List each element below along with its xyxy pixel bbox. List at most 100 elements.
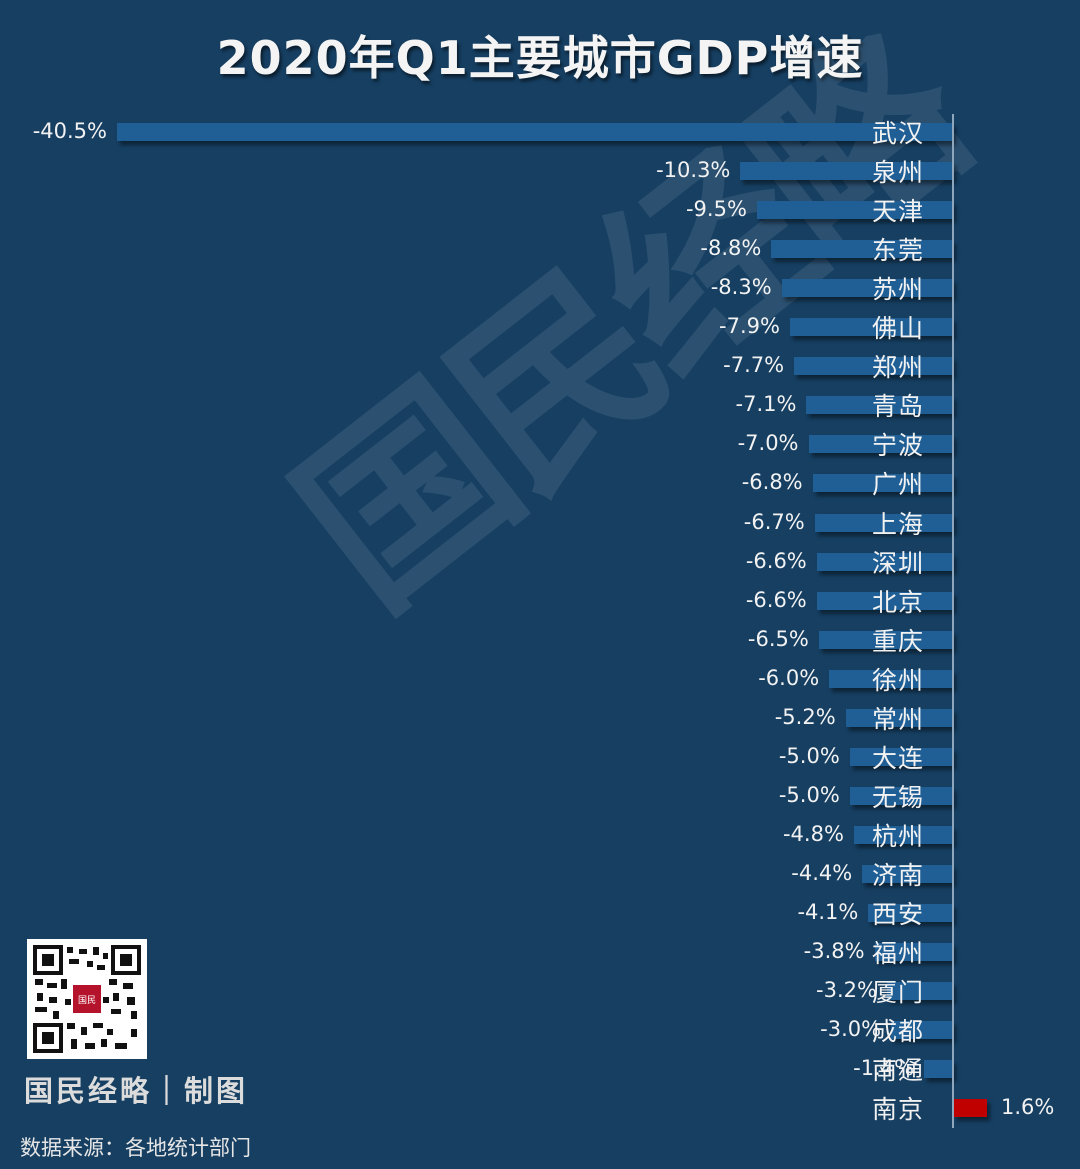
- value-label: -6.0%: [758, 665, 820, 690]
- value-label: -3.0%: [820, 1017, 882, 1042]
- city-label: 宁波: [872, 431, 925, 461]
- city-label: 福州: [872, 939, 925, 969]
- city-label: 常州: [872, 704, 925, 734]
- bar-row: 北京 -6.6%: [0, 581, 1080, 620]
- bar-row: 佛山 -7.9%: [0, 307, 1080, 346]
- bar-row: 天津 -9.5%: [0, 190, 1080, 229]
- city-label: 苏州: [872, 275, 925, 305]
- value-label: -40.5%: [32, 119, 107, 143]
- negative-bar: [814, 513, 953, 532]
- bar-row: 无锡 -5.0%: [0, 776, 1080, 815]
- negative-bar: [816, 552, 953, 571]
- city-label: 北京: [872, 587, 925, 617]
- negative-bar: [849, 747, 953, 766]
- bar-row: 成都 -3.0%: [0, 1010, 1080, 1049]
- city-label: 杭州: [872, 821, 925, 851]
- value-label: -4.8%: [782, 821, 844, 846]
- negative-bar: [812, 474, 953, 493]
- value-label: -4.4%: [791, 860, 853, 885]
- city-label: 郑州: [872, 353, 925, 383]
- city-label: 无锡: [872, 782, 925, 812]
- negative-bar: [794, 357, 953, 376]
- negative-bar: [924, 1060, 953, 1079]
- bar-row: 杭州 -4.8%: [0, 815, 1080, 854]
- negative-bar: [853, 825, 953, 844]
- bar-row: 苏州 -8.3%: [0, 268, 1080, 307]
- city-label: 青岛: [872, 392, 925, 422]
- city-label: 泉州: [872, 158, 925, 188]
- value-label: -8.3%: [710, 275, 772, 300]
- city-label: 深圳: [872, 548, 925, 578]
- value-label: -6.5%: [747, 626, 809, 651]
- negative-bar: [845, 708, 953, 727]
- bar-row: 济南 -4.4%: [0, 854, 1080, 893]
- value-label: -6.6%: [745, 548, 807, 573]
- qr-code-icon: 国民: [27, 939, 147, 1059]
- city-label: 南京: [872, 1095, 925, 1125]
- value-label: -5.2%: [774, 704, 836, 729]
- value-label: 1.6%: [1001, 1095, 1055, 1120]
- bar-row: 南通 -1.4%: [0, 1049, 1080, 1088]
- value-label: -9.5%: [685, 197, 747, 222]
- bar-row: 青岛 -7.1%: [0, 385, 1080, 424]
- zero-axis-line: [952, 114, 954, 1128]
- data-source: 数据来源：各地统计部门: [20, 1136, 251, 1160]
- value-label: -7.1%: [735, 392, 797, 417]
- city-label: 东莞: [872, 236, 925, 266]
- city-label: 武汉: [872, 119, 925, 148]
- negative-bar: [117, 123, 953, 141]
- positive-bar: [954, 1099, 988, 1118]
- bar-row: 广州 -6.8%: [0, 463, 1080, 502]
- negative-bar: [849, 786, 953, 805]
- bar-row: 南京 1.6%: [0, 1088, 1080, 1127]
- bar-row: 大连 -5.0%: [0, 737, 1080, 776]
- value-label: -7.0%: [737, 431, 799, 456]
- city-label: 大连: [872, 743, 925, 773]
- city-label: 上海: [872, 509, 925, 539]
- value-label: -3.8%: [803, 939, 865, 964]
- bar-row: 东莞 -8.8%: [0, 229, 1080, 268]
- negative-bar: [806, 396, 953, 415]
- city-label: 重庆: [872, 626, 925, 656]
- value-label: -1.4%: [853, 1056, 915, 1081]
- bar-row: 深圳 -6.6%: [0, 542, 1080, 581]
- value-label: -6.6%: [745, 587, 807, 612]
- negative-bar: [891, 1021, 953, 1040]
- city-label: 西安: [872, 900, 925, 929]
- city-label: 济南: [872, 860, 925, 890]
- negative-bar: [886, 982, 953, 1001]
- negative-bar: [740, 162, 953, 181]
- bar-row: 郑州 -7.7%: [0, 346, 1080, 385]
- negative-bar: [829, 669, 953, 688]
- city-label: 佛山: [872, 314, 925, 344]
- negative-bar: [756, 201, 953, 220]
- negative-bar: [781, 279, 953, 298]
- city-label: 成都: [872, 1017, 925, 1047]
- bar-row: 上海 -6.7%: [0, 503, 1080, 542]
- value-label: -10.3%: [656, 158, 731, 183]
- bar-row: 徐州 -6.0%: [0, 659, 1080, 698]
- negative-bar: [874, 943, 953, 962]
- negative-bar: [816, 591, 953, 610]
- negative-bar: [818, 630, 953, 649]
- city-label: 厦门: [872, 978, 925, 1008]
- value-label: -5.0%: [778, 782, 840, 807]
- value-label: -6.8%: [741, 470, 803, 495]
- bar-row: 西安 -4.1%: [0, 893, 1080, 932]
- bar-row: 福州 -3.8%: [0, 932, 1080, 971]
- city-label: 徐州: [872, 665, 925, 695]
- negative-bar: [862, 864, 953, 883]
- city-label: 天津: [872, 197, 925, 227]
- value-label: -7.7%: [723, 353, 785, 378]
- negative-bar: [868, 904, 953, 922]
- city-label: 南通: [872, 1056, 925, 1086]
- value-label: -8.8%: [700, 236, 762, 261]
- city-label: 广州: [872, 470, 925, 500]
- value-label: -5.0%: [778, 743, 840, 768]
- bar-row: 泉州 -10.3%: [0, 151, 1080, 190]
- value-label: -3.2%: [816, 978, 877, 1003]
- qr-badge-text: 国民: [78, 995, 96, 1006]
- negative-bar: [808, 435, 953, 454]
- value-label: -7.9%: [719, 314, 780, 339]
- negative-bar: [789, 318, 953, 337]
